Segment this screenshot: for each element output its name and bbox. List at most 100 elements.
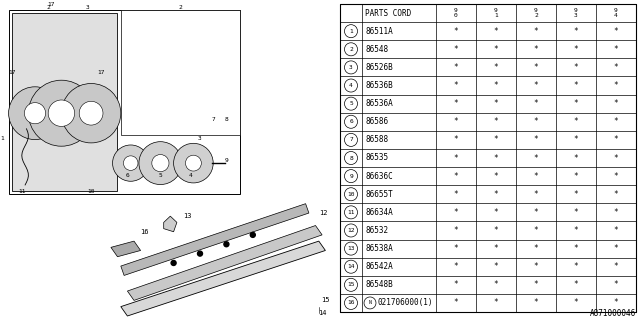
Text: 86538A: 86538A xyxy=(365,244,393,253)
Text: *: * xyxy=(614,244,618,253)
Polygon shape xyxy=(121,241,325,316)
Text: *: * xyxy=(454,190,458,199)
Text: *: * xyxy=(493,99,499,108)
Circle shape xyxy=(79,101,103,125)
Text: *: * xyxy=(534,244,538,253)
Text: 8: 8 xyxy=(225,117,228,122)
Text: *: * xyxy=(534,172,538,180)
Text: 86526B: 86526B xyxy=(365,63,393,72)
Circle shape xyxy=(344,278,358,291)
Text: *: * xyxy=(534,226,538,235)
Text: *: * xyxy=(454,63,458,72)
Text: *: * xyxy=(614,99,618,108)
Text: *: * xyxy=(573,45,579,54)
Text: *: * xyxy=(534,99,538,108)
Text: *: * xyxy=(534,27,538,36)
Circle shape xyxy=(344,79,358,92)
Circle shape xyxy=(28,80,95,146)
Text: *: * xyxy=(454,135,458,144)
Bar xyxy=(121,10,239,135)
Text: 12: 12 xyxy=(319,210,327,216)
Text: 86634A: 86634A xyxy=(365,208,393,217)
Text: 6: 6 xyxy=(349,119,353,124)
Text: *: * xyxy=(454,81,458,90)
Text: *: * xyxy=(573,244,579,253)
Text: 11: 11 xyxy=(18,189,26,194)
Circle shape xyxy=(344,296,358,309)
Text: *: * xyxy=(614,135,618,144)
Text: 6: 6 xyxy=(125,173,129,178)
Text: *: * xyxy=(573,208,579,217)
Text: *: * xyxy=(534,154,538,163)
Text: 10: 10 xyxy=(348,192,355,197)
Text: 17: 17 xyxy=(97,70,105,75)
Circle shape xyxy=(344,260,358,273)
Text: 3: 3 xyxy=(349,65,353,70)
Text: *: * xyxy=(454,280,458,289)
Text: *: * xyxy=(534,280,538,289)
Text: *: * xyxy=(493,299,499,308)
Circle shape xyxy=(344,188,358,201)
Text: *: * xyxy=(573,81,579,90)
Text: 9
2: 9 2 xyxy=(534,8,538,18)
Circle shape xyxy=(344,206,358,219)
Text: *: * xyxy=(493,280,499,289)
Text: *: * xyxy=(493,63,499,72)
Text: *: * xyxy=(493,190,499,199)
Text: 11: 11 xyxy=(348,210,355,215)
Text: *: * xyxy=(493,208,499,217)
Polygon shape xyxy=(121,204,309,276)
Text: 17: 17 xyxy=(8,70,15,75)
Text: 5: 5 xyxy=(349,101,353,106)
Text: *: * xyxy=(454,299,458,308)
Text: *: * xyxy=(454,262,458,271)
Circle shape xyxy=(113,145,149,181)
Text: 86548: 86548 xyxy=(365,45,388,54)
Text: 86636C: 86636C xyxy=(365,172,393,180)
Circle shape xyxy=(24,103,45,124)
Circle shape xyxy=(344,97,358,110)
Text: 9
3: 9 3 xyxy=(574,8,578,18)
Circle shape xyxy=(344,25,358,38)
Circle shape xyxy=(250,232,255,237)
Text: 86542A: 86542A xyxy=(365,262,393,271)
Text: *: * xyxy=(573,154,579,163)
Text: *: * xyxy=(534,45,538,54)
Text: 86548B: 86548B xyxy=(365,280,393,289)
Text: *: * xyxy=(614,172,618,180)
Text: 86511A: 86511A xyxy=(365,27,393,36)
Text: *: * xyxy=(454,172,458,180)
Text: *: * xyxy=(493,244,499,253)
Text: 7: 7 xyxy=(349,137,353,142)
Circle shape xyxy=(364,297,376,309)
Text: 86535: 86535 xyxy=(365,154,388,163)
Polygon shape xyxy=(12,13,118,191)
Text: 2: 2 xyxy=(179,4,182,10)
Text: *: * xyxy=(454,117,458,126)
Circle shape xyxy=(124,156,138,170)
Circle shape xyxy=(8,87,61,140)
Text: 4: 4 xyxy=(188,173,192,178)
Text: 7: 7 xyxy=(211,117,215,122)
Circle shape xyxy=(344,43,358,56)
Text: *: * xyxy=(454,99,458,108)
Text: *: * xyxy=(614,117,618,126)
Text: 13: 13 xyxy=(184,213,192,219)
Text: *: * xyxy=(534,190,538,199)
Text: *: * xyxy=(614,280,618,289)
Text: *: * xyxy=(534,208,538,217)
Circle shape xyxy=(61,84,121,143)
Text: 9
4: 9 4 xyxy=(614,8,618,18)
Text: *: * xyxy=(493,81,499,90)
Bar xyxy=(340,4,636,312)
Text: *: * xyxy=(573,172,579,180)
Polygon shape xyxy=(127,226,322,300)
Text: 86536A: 86536A xyxy=(365,99,393,108)
Text: 17: 17 xyxy=(48,2,55,6)
Text: 2: 2 xyxy=(349,47,353,52)
Text: *: * xyxy=(573,63,579,72)
Text: *: * xyxy=(454,45,458,54)
Text: *: * xyxy=(573,117,579,126)
Text: 13: 13 xyxy=(348,246,355,251)
Text: *: * xyxy=(573,27,579,36)
